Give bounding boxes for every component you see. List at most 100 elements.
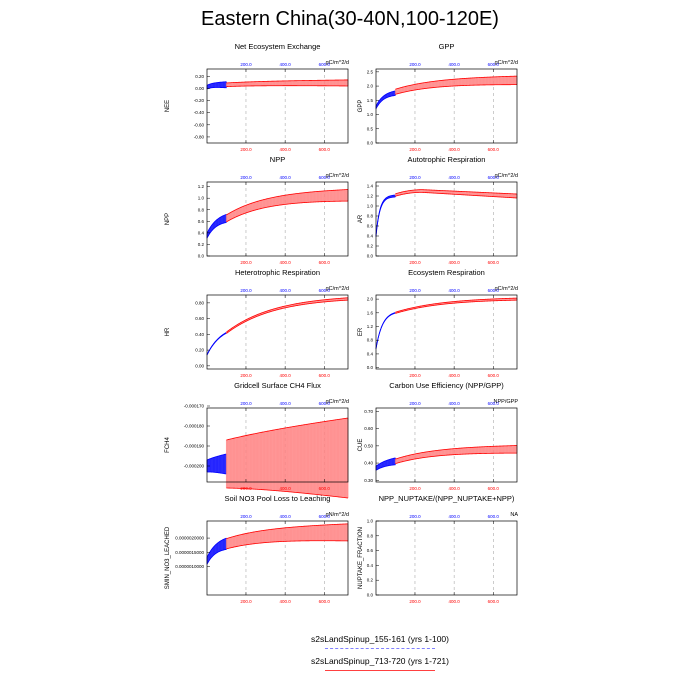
series-1-upper [206, 81, 227, 86]
series-1-upper [206, 332, 227, 355]
y-tick-label: 0.2 [367, 578, 374, 583]
y-tick-label: -0.000200 [184, 464, 205, 469]
x-tick-label-top: 200.0 [409, 514, 421, 519]
y-tick-label: 0.00 [195, 86, 204, 91]
panel-title: GPP [439, 42, 455, 51]
panel-title: Heterotrophic Respiration [235, 268, 320, 277]
panel-6: Ecosystem Respiration gC/m^2/d 2.0 1.6 1.2 0.… [358, 268, 518, 378]
y-tick-label: -0.40 [194, 110, 205, 115]
y-tick-label: 0.60 [195, 316, 204, 321]
y-tick-label: 1.0 [367, 519, 374, 524]
x-tick-label-top: 200.0 [240, 288, 252, 293]
x-tick-label-bottom: 400.0 [280, 486, 292, 491]
x-tick-label-top: 600.0 [319, 288, 331, 293]
x-tick-label-bottom: 600.0 [319, 486, 331, 491]
y-tick-label: -0.000190 [184, 444, 205, 449]
y-tick-label: 0.8 [198, 207, 205, 212]
y-tick-label: 0.0 [367, 254, 374, 259]
series-1-lower [375, 95, 396, 109]
panel-4: Autotrophic Respiration gC/m^2/d 1.4 1.2 1.0… [358, 155, 518, 265]
panel-title: Autotrophic Respiration [408, 155, 486, 164]
y-axis-label: ER [358, 327, 364, 336]
panel-title: Gridcell Surface CH4 Flux [234, 381, 321, 390]
y-tick-label: -0.80 [194, 134, 205, 139]
y-tick-label: 0.4 [198, 230, 205, 235]
series-1-lower [375, 464, 396, 471]
series-2-lower [226, 299, 349, 334]
x-tick-label-bottom: 200.0 [409, 260, 421, 265]
y-tick-label: 1.5 [367, 98, 374, 103]
series-2-lower [226, 487, 349, 499]
x-tick-label-bottom: 600.0 [488, 599, 500, 604]
series-2-lower [395, 191, 518, 199]
x-tick-label-bottom: 400.0 [449, 373, 461, 378]
x-tick-label-bottom: 200.0 [409, 599, 421, 604]
x-tick-label-top: 600.0 [319, 175, 331, 180]
series-2-lower [226, 200, 348, 223]
y-tick-label: 1.4 [367, 184, 374, 189]
panel-units: gC/m^2/d [326, 60, 349, 66]
x-tick-label-bottom: 200.0 [240, 260, 252, 265]
x-tick-label-top: 600.0 [488, 514, 500, 519]
x-tick-label-bottom: 400.0 [449, 147, 461, 152]
y-tick-label: 0.30 [364, 478, 373, 483]
y-tick-label: 1.2 [367, 324, 374, 329]
y-tick-label: 0.0000015000 [175, 550, 204, 555]
legend: s2sLandSpinup_155-161 (yrs 1-100) s2sLan… [300, 634, 460, 678]
y-tick-label: 2.0 [367, 297, 374, 302]
panel-units: gN/m^2/d [326, 512, 349, 518]
legend-line-1 [325, 648, 435, 649]
panel-7: Gridcell Surface CH4 Flux gC/m^2/d -0.0001… [165, 381, 349, 499]
y-tick-label: 1.2 [367, 194, 374, 199]
y-tick-label: -0.60 [194, 122, 205, 127]
x-tick-label-top: 400.0 [449, 62, 461, 67]
series-2-upper [226, 189, 349, 216]
y-tick-label: 0.60 [364, 426, 373, 431]
x-tick-label-bottom: 400.0 [280, 373, 292, 378]
x-tick-label-top: 600.0 [488, 288, 500, 293]
x-tick-label-bottom: 200.0 [240, 147, 252, 152]
panel-9: Soil NO3 Pool Loss to Leaching gN/m^2/d 0.… [165, 494, 349, 604]
x-tick-label-bottom: 200.0 [240, 599, 252, 604]
panel-3: NPP gC/m^2/d 1.2 1.0 0.8 0.6 0.4 0.2 0.0 200.0 400… [165, 155, 349, 265]
panel-units: gC/m^2/d [495, 60, 518, 66]
y-tick-label: 0.70 [364, 409, 373, 414]
y-axis-label: HR [165, 327, 171, 336]
panel-frame [206, 181, 349, 257]
y-tick-label: 0.0 [198, 254, 205, 259]
x-tick-label-top: 400.0 [280, 401, 292, 406]
x-tick-label-bottom: 600.0 [319, 260, 331, 265]
series-2-lower [395, 84, 517, 95]
x-tick-label-top: 400.0 [449, 288, 461, 293]
x-tick-label-top: 200.0 [409, 288, 421, 293]
x-tick-label-bottom: 400.0 [449, 486, 461, 491]
x-tick-label-bottom: 400.0 [449, 599, 461, 604]
series-1-lower [206, 222, 227, 239]
x-tick-label-bottom: 600.0 [488, 486, 500, 491]
x-tick-label-bottom: 600.0 [488, 373, 500, 378]
x-tick-label-bottom: 200.0 [240, 486, 252, 491]
panel-units: NPP/GPP [494, 399, 519, 405]
x-tick-label-bottom: 600.0 [488, 147, 500, 152]
series-2-lower [395, 299, 518, 314]
legend-line-2 [325, 670, 435, 671]
x-tick-label-top: 600.0 [319, 401, 331, 406]
x-tick-label-top: 400.0 [280, 288, 292, 293]
y-tick-label: 0.8 [367, 214, 374, 219]
main-title: Eastern China(30-40N,100-120E) [201, 8, 499, 30]
series-1-upper [375, 90, 396, 107]
y-tick-label: 0.4 [367, 234, 374, 239]
series-2-upper [395, 297, 518, 313]
panel-10: NPP_NUPTAKE/(NPP_NUPTAKE+NPP) NA 1.0 0.8 0.6… [358, 494, 518, 604]
y-axis-label: NUPTAKE_FRACTION [358, 527, 364, 589]
y-tick-label: 0.5 [367, 126, 374, 131]
y-axis-label: GPP [358, 100, 364, 113]
x-tick-label-bottom: 400.0 [280, 260, 292, 265]
panel-5: Heterotrophic Respiration gC/m^2/d 0.80 0.6… [165, 268, 349, 378]
panel-frame [375, 68, 518, 144]
y-tick-label: -0.20 [194, 98, 205, 103]
y-tick-label: 2.5 [367, 69, 374, 74]
y-tick-label: 0.2 [367, 244, 374, 249]
series-2-upper [395, 75, 518, 90]
